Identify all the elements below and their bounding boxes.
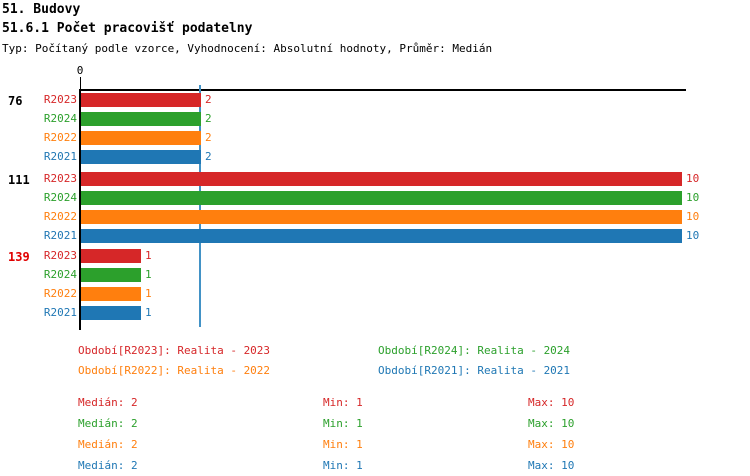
bar-value-label: 1 bbox=[145, 268, 152, 281]
bar-value-label: 2 bbox=[205, 150, 212, 163]
bar-row-label: R2024 bbox=[43, 191, 77, 204]
bar-row-label: R2022 bbox=[43, 210, 77, 223]
bar bbox=[81, 210, 682, 224]
stat-max: Max: 10 bbox=[528, 417, 575, 430]
bar bbox=[81, 229, 682, 243]
bar-value-label: 2 bbox=[205, 93, 212, 106]
bar-row-label: R2022 bbox=[43, 131, 77, 144]
stat-max: Max: 10 bbox=[528, 438, 575, 451]
stat-max: Max: 10 bbox=[528, 459, 575, 472]
bar-value-label: 10 bbox=[686, 210, 700, 223]
y-axis-line bbox=[79, 89, 81, 330]
stat-min: Min: 1 bbox=[323, 396, 363, 409]
bar-value-label: 1 bbox=[145, 249, 152, 262]
stat-min: Min: 1 bbox=[323, 417, 363, 430]
bar-value-label: 1 bbox=[145, 306, 152, 319]
bar bbox=[81, 93, 201, 107]
bar-value-label: 2 bbox=[205, 112, 212, 125]
x-axis-origin-tick bbox=[80, 77, 81, 90]
stat-max: Max: 10 bbox=[528, 396, 575, 409]
bar bbox=[81, 150, 201, 164]
x-axis-line bbox=[80, 89, 686, 91]
chart-title: 51.6.1 Počet pracovišť podatelny bbox=[2, 21, 253, 36]
stat-median: Medián: 2 bbox=[78, 438, 138, 451]
bar bbox=[81, 112, 201, 126]
bar-row-label: R2024 bbox=[43, 268, 77, 281]
page-title: 51. Budovy bbox=[2, 2, 81, 17]
bar bbox=[81, 249, 141, 263]
group-label: 111 bbox=[8, 173, 30, 187]
bar-row-label: R2022 bbox=[43, 287, 77, 300]
group-label: 76 bbox=[8, 94, 23, 108]
chart-meta-line: Typ: Počítaný podle vzorce, Vyhodnocení:… bbox=[2, 42, 493, 55]
bar-row-label: R2024 bbox=[43, 112, 77, 125]
stat-min: Min: 1 bbox=[323, 459, 363, 472]
stat-min: Min: 1 bbox=[323, 438, 363, 451]
stat-median: Medián: 2 bbox=[78, 417, 138, 430]
bar-row-label: R2023 bbox=[43, 172, 77, 185]
stat-median: Medián: 2 bbox=[78, 396, 138, 409]
bar-value-label: 10 bbox=[686, 191, 700, 204]
bar-value-label: 10 bbox=[686, 172, 700, 185]
bar bbox=[81, 306, 141, 320]
bar bbox=[81, 191, 682, 205]
bar-value-label: 1 bbox=[145, 287, 152, 300]
median-reference-line bbox=[199, 85, 202, 327]
x-axis-origin-label: 0 bbox=[76, 64, 84, 77]
legend-item: Období[R2022]: Realita - 2022 bbox=[78, 364, 271, 377]
bar bbox=[81, 268, 141, 282]
legend-item: Období[R2021]: Realita - 2021 bbox=[378, 364, 571, 377]
bar-row-label: R2021 bbox=[43, 150, 77, 163]
group-label: 139 bbox=[8, 250, 30, 264]
bar bbox=[81, 131, 201, 145]
legend-item: Období[R2024]: Realita - 2024 bbox=[378, 344, 571, 357]
bar-row-label: R2023 bbox=[43, 249, 77, 262]
legend-item: Období[R2023]: Realita - 2023 bbox=[78, 344, 271, 357]
bar-row-label: R2023 bbox=[43, 93, 77, 106]
bar-row-label: R2021 bbox=[43, 306, 77, 319]
bar-value-label: 10 bbox=[686, 229, 700, 242]
bar-row-label: R2021 bbox=[43, 229, 77, 242]
bar-value-label: 2 bbox=[205, 131, 212, 144]
bar bbox=[81, 172, 682, 186]
bar bbox=[81, 287, 141, 301]
stat-median: Medián: 2 bbox=[78, 459, 138, 472]
